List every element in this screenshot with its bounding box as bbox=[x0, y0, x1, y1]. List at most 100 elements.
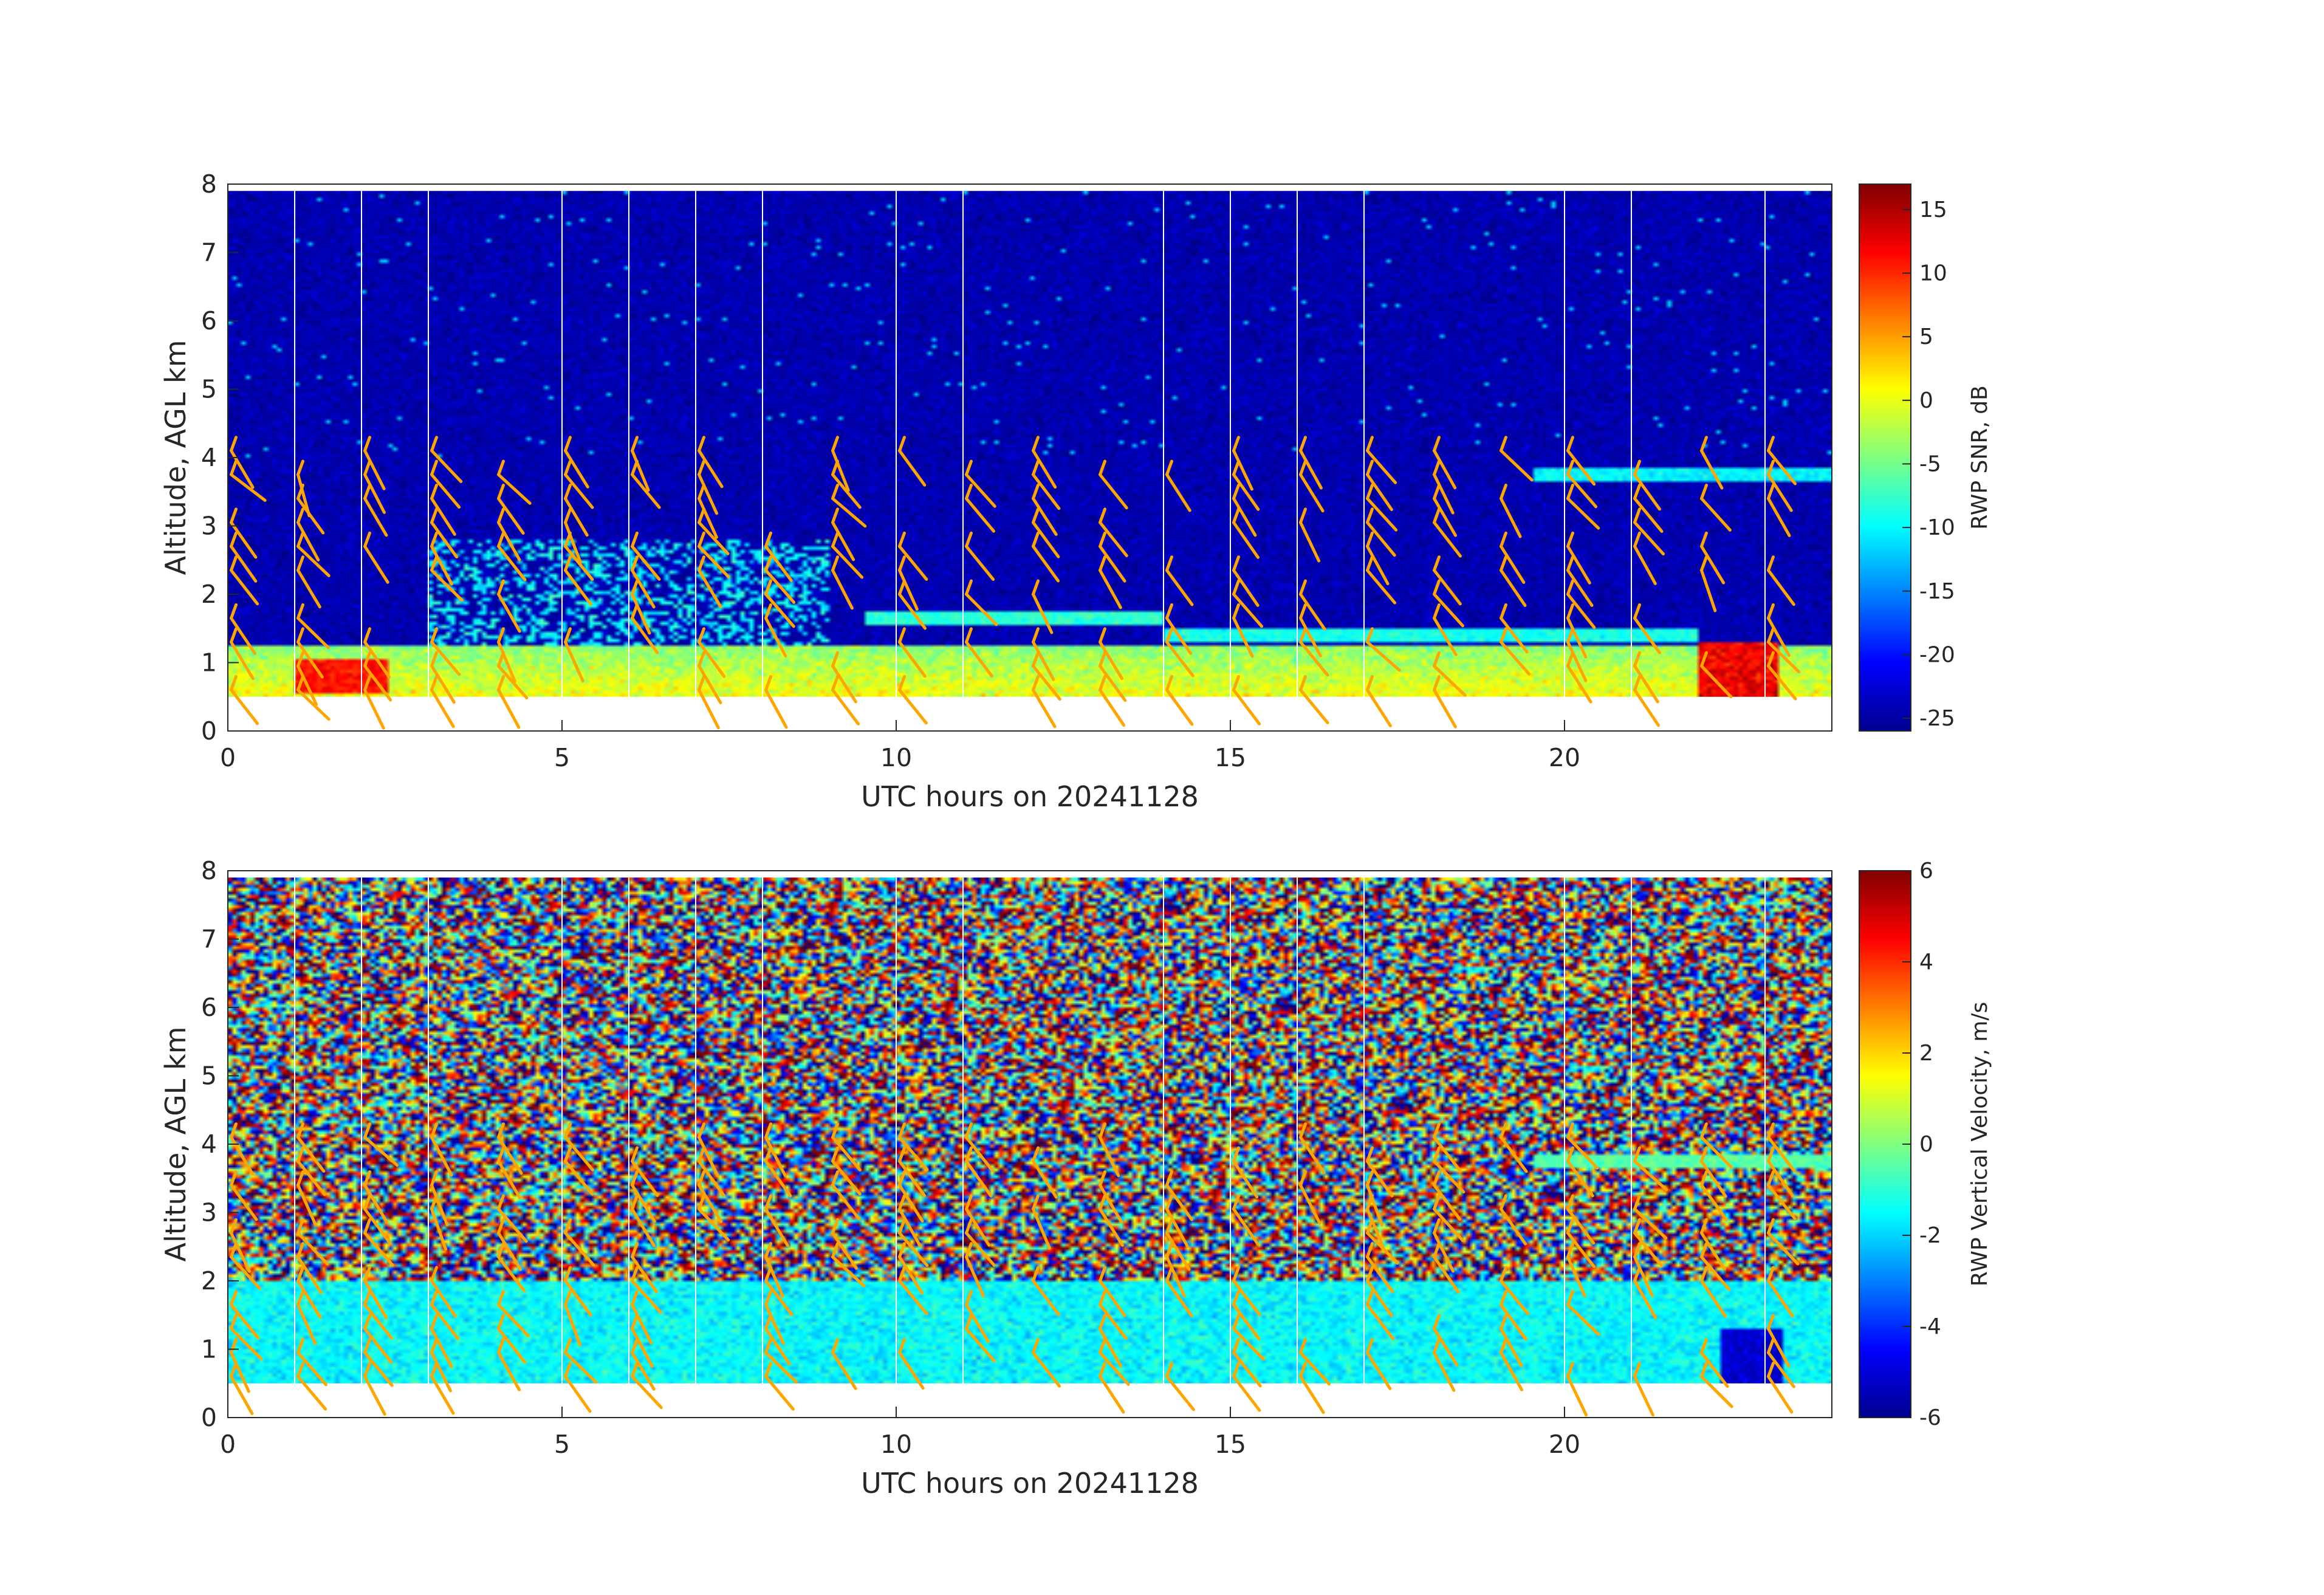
wind-barb-flag bbox=[430, 1266, 438, 1283]
wind-barb bbox=[1767, 640, 1801, 674]
wind-barb-flag bbox=[1433, 555, 1441, 572]
wind-barb-flag bbox=[698, 1122, 705, 1139]
wind-barb bbox=[1165, 1231, 1191, 1271]
wind-barb-flag bbox=[1633, 651, 1641, 668]
wind-barb-flag bbox=[1767, 1170, 1775, 1187]
wind-barb bbox=[230, 1231, 251, 1274]
wind-barb bbox=[1500, 616, 1529, 654]
wind-barb-flag bbox=[1433, 579, 1441, 596]
wind-barb bbox=[363, 1303, 393, 1340]
wind-barb-flag bbox=[1767, 1337, 1775, 1354]
wind-barb-flag bbox=[1500, 1337, 1507, 1354]
wind-barb bbox=[1299, 1184, 1321, 1225]
wind-barb bbox=[1633, 521, 1665, 556]
wind-barb bbox=[1500, 544, 1526, 584]
wind-barb bbox=[564, 1159, 594, 1196]
wind-barb bbox=[965, 544, 995, 581]
wind-barb-flag bbox=[1299, 1170, 1307, 1187]
wind-barb-flag bbox=[1366, 1266, 1374, 1283]
wind-barb-flag bbox=[296, 1122, 304, 1139]
wind-barb-flag bbox=[230, 1242, 238, 1259]
wind-barb bbox=[230, 569, 259, 606]
wind-barb-flag bbox=[1500, 1194, 1507, 1211]
wind-barb bbox=[631, 616, 659, 654]
wind-barb bbox=[1566, 1207, 1596, 1245]
wind-barb bbox=[764, 1255, 784, 1298]
wind-barb bbox=[1232, 1351, 1262, 1388]
wind-barb bbox=[1299, 1136, 1326, 1175]
wind-barb bbox=[1566, 473, 1598, 509]
x-tick-label: 15 bbox=[1215, 1430, 1246, 1459]
wind-barb bbox=[831, 497, 867, 528]
wind-barb bbox=[1232, 449, 1253, 491]
colorbar-tick-label: 2 bbox=[1919, 1041, 1933, 1066]
wind-barb bbox=[497, 544, 527, 581]
wind-barb bbox=[1767, 569, 1795, 606]
wind-barb-flag bbox=[430, 1362, 438, 1378]
wind-barb-flag bbox=[564, 1289, 572, 1306]
wind-barb-flag bbox=[698, 484, 705, 500]
wind-barb-flag bbox=[1633, 675, 1641, 691]
wind-barb-flag bbox=[430, 1170, 438, 1187]
wind-barb-flag bbox=[1500, 555, 1507, 572]
wind-barb-flag bbox=[497, 675, 505, 691]
wind-barb-flag bbox=[430, 436, 438, 453]
wind-barb bbox=[1633, 1255, 1654, 1297]
wind-barb bbox=[1566, 1375, 1588, 1417]
wind-barb bbox=[564, 1279, 592, 1317]
snr-wind-barbs bbox=[230, 436, 1801, 730]
wind-barb-flag bbox=[296, 1170, 304, 1187]
wind-barb-flag bbox=[1700, 1122, 1708, 1139]
wind-barb-flag bbox=[1232, 675, 1240, 691]
wind-barb bbox=[1566, 569, 1594, 607]
wind-barb bbox=[296, 1159, 326, 1196]
wind-barb bbox=[1767, 449, 1797, 485]
wind-barb-flag bbox=[430, 651, 438, 668]
wind-barb-flag bbox=[1232, 436, 1240, 453]
wind-barb-flag bbox=[1700, 484, 1708, 500]
wind-barb bbox=[230, 449, 255, 489]
wind-barb bbox=[965, 473, 996, 508]
wind-barb bbox=[564, 640, 584, 683]
wind-barb-flag bbox=[898, 1122, 906, 1139]
wind-barb-flag bbox=[1566, 603, 1574, 620]
wind-barb bbox=[898, 1184, 924, 1223]
colorbar-tick-label: -4 bbox=[1919, 1314, 1941, 1339]
wind-barb-flag bbox=[898, 1242, 906, 1259]
wind-barb-flag bbox=[363, 1194, 371, 1211]
wind-barb-flag bbox=[1165, 555, 1173, 572]
wind-barb bbox=[1433, 1231, 1455, 1273]
wind-barb bbox=[764, 1136, 787, 1177]
wind-barb-flag bbox=[1232, 1194, 1240, 1211]
wind-barb-flag bbox=[1633, 1362, 1641, 1378]
wind-barb-flag bbox=[296, 531, 304, 548]
wind-barb bbox=[296, 1351, 328, 1387]
wind-barb-flag bbox=[564, 627, 572, 644]
wind-barb bbox=[1366, 1255, 1394, 1293]
wind-barb-flag bbox=[1500, 603, 1507, 620]
x-tick-label: 10 bbox=[880, 743, 912, 772]
wind-barb bbox=[698, 569, 722, 609]
wind-barb-flag bbox=[1433, 603, 1441, 620]
wind-barb-flag bbox=[631, 1362, 639, 1378]
wind-barb bbox=[764, 616, 787, 657]
wind-barb-flag bbox=[1099, 531, 1106, 548]
wind-barb bbox=[296, 1303, 317, 1345]
wind-barb-flag bbox=[631, 1170, 639, 1187]
wind-barb-flag bbox=[1232, 1337, 1240, 1354]
wind-barb bbox=[230, 1327, 263, 1360]
colorbar-tick-label: -15 bbox=[1919, 579, 1955, 604]
wind-barb bbox=[1232, 1327, 1265, 1361]
wind-barb bbox=[1099, 640, 1124, 681]
wind-barb-flag bbox=[764, 1289, 772, 1306]
wind-barb bbox=[230, 688, 259, 725]
wind-barb-flag bbox=[564, 1266, 572, 1283]
colorbar-tick-label: 4 bbox=[1919, 950, 1933, 975]
wind-barb bbox=[430, 473, 461, 509]
wind-barb-flag bbox=[430, 627, 438, 644]
wind-barb bbox=[764, 544, 793, 582]
wind-barb-flag bbox=[430, 1314, 438, 1331]
wind-barb bbox=[1633, 473, 1661, 511]
wind-barb-flag bbox=[564, 555, 572, 572]
wind-barb-flag bbox=[363, 484, 371, 500]
